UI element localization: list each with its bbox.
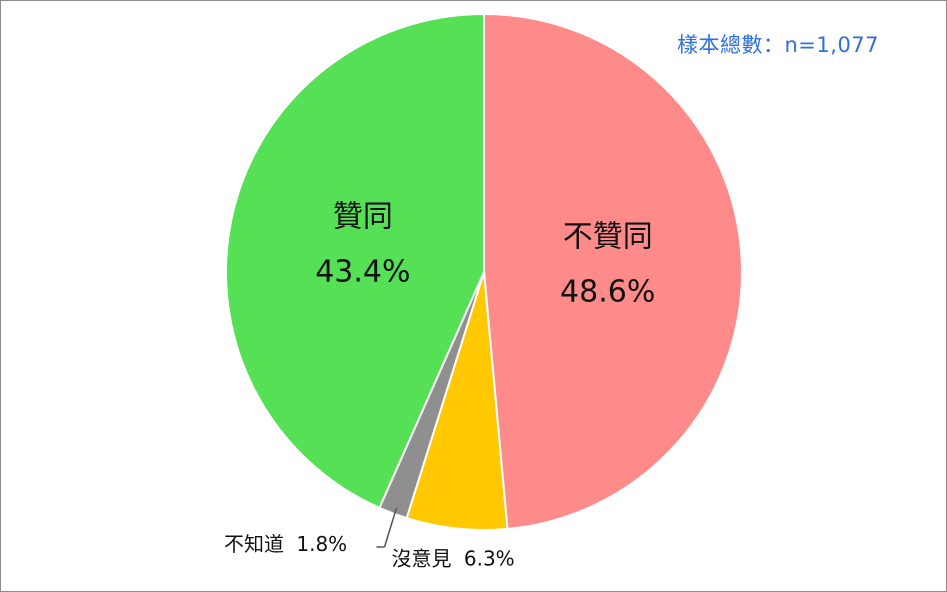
slice-value-disagree: 48.6% bbox=[560, 274, 655, 309]
leader-line-dont-know bbox=[383, 507, 398, 548]
pie-slice-disagree bbox=[483, 12, 743, 531]
pie-slice-agree bbox=[225, 12, 485, 510]
slice-value-agree: 43.4% bbox=[315, 254, 410, 289]
pie-slices bbox=[225, 12, 743, 531]
slice-label-no-opinion: 沒意見 6.3% bbox=[392, 547, 515, 571]
slice-label-dont-know-name: 不知道 bbox=[224, 532, 284, 556]
sample-size-note: 樣本總數：n=1,077 bbox=[677, 33, 880, 57]
slice-label-dont-know: 不知道 1.8% bbox=[224, 532, 347, 556]
slice-label-disagree: 不贊同 bbox=[563, 219, 653, 254]
slice-label-dont-know-value: 1.8% bbox=[296, 532, 347, 556]
slice-label-no-opinion-value: 6.3% bbox=[464, 547, 515, 571]
slice-label-agree: 贊同 bbox=[333, 199, 393, 234]
slice-label-no-opinion-name: 沒意見 bbox=[392, 547, 452, 571]
